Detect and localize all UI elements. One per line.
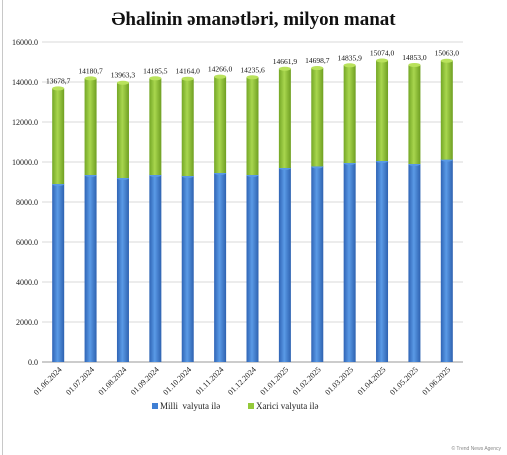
- bar-segment-milli: [278, 168, 291, 362]
- y-tick-label: 6000.0: [16, 238, 38, 247]
- bar-segment-xarici: [149, 78, 162, 175]
- total-data-label: 14185,5: [143, 66, 168, 75]
- bar-segment-xarici: [408, 64, 421, 164]
- bar-segment-xarici: [116, 82, 129, 178]
- legend-label: Xarici valyuta ilə: [256, 401, 318, 411]
- bar-segment-milli: [181, 176, 194, 362]
- bar-segment-xarici: [343, 65, 356, 163]
- bar-cap-xarici: [311, 66, 324, 71]
- bar-segment-xarici: [84, 78, 97, 175]
- total-data-label: 14698,7: [305, 56, 330, 65]
- bar-cap-xarici: [278, 66, 291, 71]
- x-tick-label: 01.03.2025: [323, 365, 355, 397]
- legend-label: Milli valyuta ilə: [160, 401, 220, 411]
- total-data-label: 14164,0: [176, 67, 201, 76]
- watermark: © Trend News Agency: [451, 446, 501, 452]
- bar-segment-xarici: [181, 78, 194, 176]
- y-tick-label: 12000.0: [12, 118, 38, 127]
- chart-title: Əhalinin əmanətləri, milyon manat: [111, 9, 396, 30]
- bar-segment-xarici: [440, 60, 453, 160]
- total-data-label: 14266,0: [208, 65, 233, 74]
- bar-segment-milli: [52, 184, 65, 362]
- y-tick-label: 14000.0: [12, 78, 38, 87]
- bar-segment-xarici: [278, 68, 291, 168]
- bar-segment-xarici: [311, 68, 324, 167]
- bar-segment-milli: [84, 175, 97, 362]
- total-data-label: 14235,6: [240, 65, 265, 74]
- x-tick-label: 01.09.2024: [129, 365, 161, 397]
- bar-segment-milli: [116, 178, 129, 362]
- bar-segment-milli: [408, 164, 421, 362]
- bar-segment-milli: [246, 175, 259, 362]
- total-data-label: 13963,3: [111, 71, 136, 80]
- bar-cap-xarici: [214, 74, 227, 79]
- bar-cap-xarici: [343, 63, 356, 68]
- bar-segment-milli: [376, 161, 389, 362]
- total-data-label: 15063,0: [435, 49, 460, 58]
- x-tick-label: 01.06.2024: [32, 365, 64, 397]
- bar-cap-xarici: [52, 86, 65, 91]
- total-data-label: 13678,7: [46, 76, 71, 85]
- bar-cap-xarici: [408, 62, 421, 67]
- bar-segment-milli: [440, 159, 453, 362]
- y-tick-label: 4000.0: [16, 278, 38, 287]
- bar-segment-milli: [149, 175, 162, 362]
- bar-segment-milli: [214, 173, 227, 362]
- x-tick-label: 01.10.2024: [161, 365, 193, 397]
- total-data-label: 14835,9: [337, 53, 362, 62]
- x-tick-label: 01.06.2025: [420, 365, 452, 397]
- page-edge-rule: [2, 0, 3, 455]
- y-tick-label: 2000.0: [16, 318, 38, 327]
- total-data-label: 15074,0: [370, 49, 395, 58]
- bar-cap-xarici: [84, 76, 97, 81]
- total-data-label: 14661,9: [273, 57, 298, 66]
- total-data-label: 14180,7: [78, 66, 103, 75]
- bar-segment-milli: [343, 163, 356, 362]
- bar-segment-milli: [311, 166, 324, 362]
- bar-segment-xarici: [246, 77, 259, 175]
- y-tick-label: 0.0: [28, 358, 38, 367]
- total-data-label: 14853,0: [402, 53, 427, 62]
- y-tick-label: 10000.0: [12, 158, 38, 167]
- x-tick-label: 01.08.2024: [97, 365, 129, 397]
- bar-segment-xarici: [214, 76, 227, 173]
- bar-segment-xarici: [52, 88, 65, 184]
- bar-cap-xarici: [246, 75, 259, 80]
- legend-swatch: [152, 403, 158, 409]
- bar-segment-xarici: [376, 60, 389, 161]
- bar-cap-xarici: [116, 80, 129, 85]
- x-tick-label: 01.12.2024: [226, 365, 258, 397]
- x-tick-label: 01.07.2024: [64, 365, 96, 397]
- bar-cap-xarici: [376, 58, 389, 63]
- x-tick-label: 01.05.2025: [388, 365, 420, 397]
- y-tick-label: 8000.0: [16, 198, 38, 207]
- legend-swatch: [248, 403, 254, 409]
- x-tick-label: 01.02.2025: [291, 365, 323, 397]
- x-tick-label: 01.01.2025: [258, 365, 290, 397]
- x-tick-label: 01.04.2025: [356, 365, 388, 397]
- bar-cap-xarici: [440, 58, 453, 63]
- y-tick-label: 16000.0: [12, 38, 38, 47]
- bar-cap-xarici: [181, 76, 194, 81]
- bar-cap-xarici: [149, 76, 162, 81]
- x-tick-label: 01.11.2024: [194, 365, 226, 397]
